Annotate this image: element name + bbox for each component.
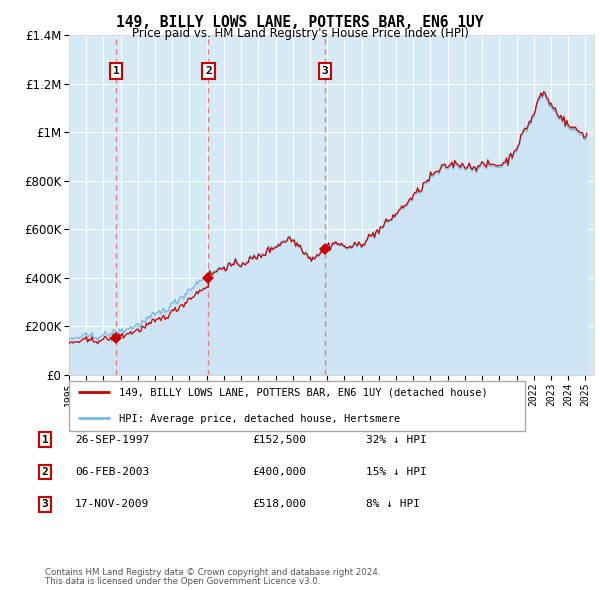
Text: £400,000: £400,000 (252, 467, 306, 477)
Text: 26-SEP-1997: 26-SEP-1997 (75, 435, 149, 444)
Text: 3: 3 (322, 66, 329, 76)
Text: 06-FEB-2003: 06-FEB-2003 (75, 467, 149, 477)
Text: 2: 2 (41, 467, 49, 477)
Text: 15% ↓ HPI: 15% ↓ HPI (366, 467, 427, 477)
FancyBboxPatch shape (69, 381, 525, 431)
Text: HPI: Average price, detached house, Hertsmere: HPI: Average price, detached house, Hert… (119, 414, 400, 424)
Text: Contains HM Land Registry data © Crown copyright and database right 2024.: Contains HM Land Registry data © Crown c… (45, 568, 380, 577)
Text: 149, BILLY LOWS LANE, POTTERS BAR, EN6 1UY: 149, BILLY LOWS LANE, POTTERS BAR, EN6 1… (116, 15, 484, 30)
Text: 149, BILLY LOWS LANE, POTTERS BAR, EN6 1UY (detached house): 149, BILLY LOWS LANE, POTTERS BAR, EN6 1… (119, 388, 488, 398)
Text: 3: 3 (41, 500, 49, 509)
Text: 1: 1 (41, 435, 49, 444)
Text: 8% ↓ HPI: 8% ↓ HPI (366, 500, 420, 509)
Text: £518,000: £518,000 (252, 500, 306, 509)
Text: 2: 2 (205, 66, 212, 76)
Text: 1: 1 (113, 66, 119, 76)
Text: 17-NOV-2009: 17-NOV-2009 (75, 500, 149, 509)
Text: Price paid vs. HM Land Registry's House Price Index (HPI): Price paid vs. HM Land Registry's House … (131, 27, 469, 40)
Text: £152,500: £152,500 (252, 435, 306, 444)
Text: This data is licensed under the Open Government Licence v3.0.: This data is licensed under the Open Gov… (45, 577, 320, 586)
Text: 32% ↓ HPI: 32% ↓ HPI (366, 435, 427, 444)
